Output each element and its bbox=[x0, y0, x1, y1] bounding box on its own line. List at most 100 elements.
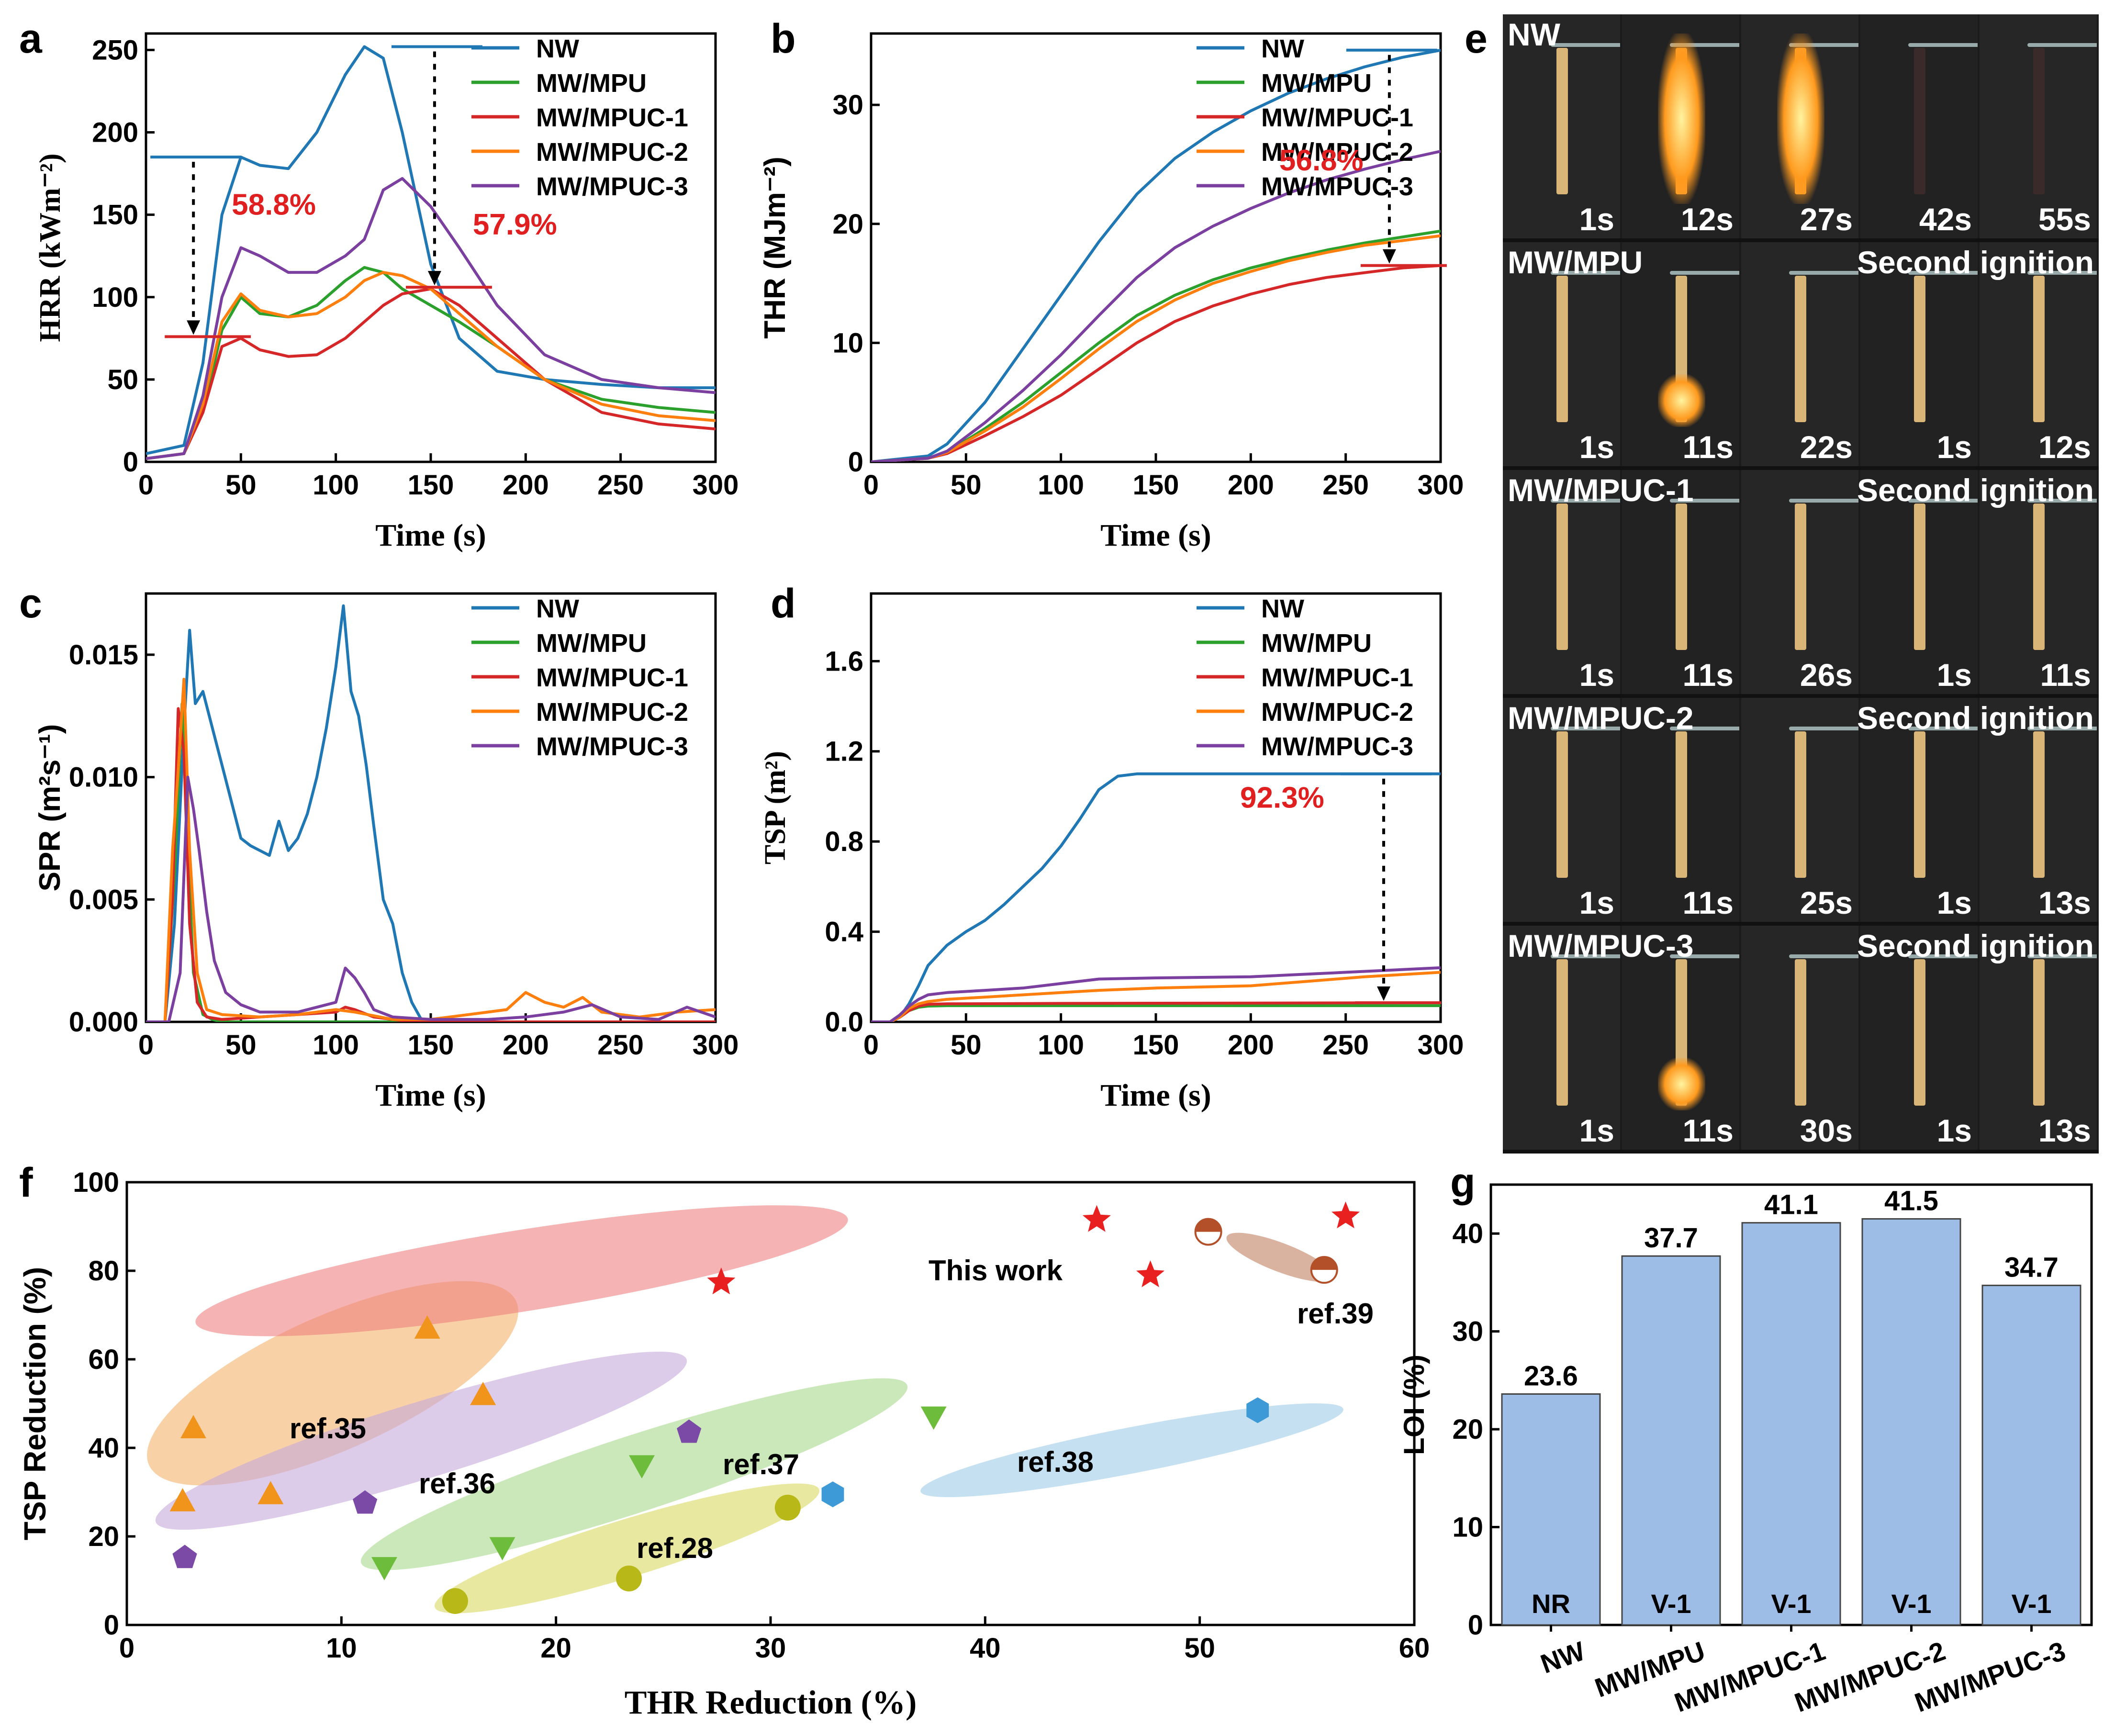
y-tick-label: 0 bbox=[104, 1610, 119, 1641]
group-ellipse bbox=[195, 1205, 848, 1336]
specimen-strip bbox=[1556, 959, 1568, 1106]
photo-frame: 11s bbox=[1980, 470, 2097, 694]
photo-frame: 22s bbox=[1741, 242, 1858, 466]
legend-label: MW/MPUC-1 bbox=[1261, 663, 1413, 692]
photo-row-label: MW/MPUC-2 bbox=[1508, 700, 1694, 736]
legend-label: MW/MPUC-3 bbox=[536, 732, 688, 761]
clamp-bar bbox=[1669, 727, 1739, 730]
photo-row: 1s 11s 30s 1s 13s MW/MPUC-3 Second ignition bbox=[1503, 926, 2099, 1150]
y-tick-label: 20 bbox=[1452, 1414, 1483, 1445]
y-tick-label: 100 bbox=[73, 1167, 119, 1198]
legend-label: NW bbox=[536, 594, 579, 623]
panel-label-d: d bbox=[771, 581, 796, 627]
panel-label-g: g bbox=[1450, 1160, 1476, 1206]
group-label: ref.39 bbox=[1297, 1298, 1374, 1330]
chart-thr: 0 50 100 150 200 250 300 0 10 20 30 Time (s) THR (MJ… bbox=[759, 32, 1464, 553]
x-tick-label: 150 bbox=[408, 470, 454, 501]
photo-frame: 30s bbox=[1741, 926, 1858, 1150]
photo-time-label: 11s bbox=[2040, 657, 2091, 693]
data-point-triangle bbox=[169, 1488, 196, 1512]
photo-frame: 12s bbox=[1980, 242, 2097, 466]
bar-value-label: 41.5 bbox=[1884, 1186, 1938, 1217]
clamp-bar bbox=[2027, 271, 2097, 275]
x-tick-label: 200 bbox=[1228, 1030, 1274, 1061]
photo-frame: 1s bbox=[1503, 470, 1620, 694]
y-tick-label: 250 bbox=[92, 34, 138, 66]
photo-time-label: 1s bbox=[1936, 885, 1972, 920]
photo-row-label: MW/MPUC-3 bbox=[1508, 928, 1694, 963]
y-tick-label: 20 bbox=[832, 209, 863, 240]
annotation-arrowhead bbox=[1382, 249, 1396, 264]
x-tick-label: 0 bbox=[138, 470, 154, 501]
x-axis-label: Time (s) bbox=[1100, 1078, 1211, 1113]
y-tick-label: 1.2 bbox=[825, 736, 863, 767]
photo-frame: 1s bbox=[1860, 242, 1978, 466]
specimen-strip bbox=[2033, 276, 2045, 422]
legend-label: MW/MPU bbox=[1261, 629, 1372, 658]
group-label: ref.36 bbox=[419, 1467, 495, 1500]
series-line-mw-mpuc-3 bbox=[871, 150, 1441, 462]
bar-value-label: 23.6 bbox=[1524, 1361, 1578, 1392]
photo-time-label: 11s bbox=[1682, 1113, 1734, 1148]
x-tick-label: 0 bbox=[863, 1030, 879, 1061]
data-point-circle bbox=[442, 1588, 468, 1614]
photo-time-label: 1s bbox=[1579, 1113, 1614, 1148]
y-axis-label: LOI (%) bbox=[1398, 1355, 1430, 1455]
photo-row-label: NW bbox=[1508, 17, 1560, 52]
data-point-star bbox=[707, 1267, 736, 1295]
data-point-hexagon bbox=[821, 1481, 844, 1508]
photo-row: 1s 11s 26s 1s 11s MW/MPUC-1 Second ignition bbox=[1503, 470, 2099, 694]
group-ellipse bbox=[434, 1483, 820, 1613]
panel-label-a: a bbox=[19, 16, 43, 62]
annotation-arrowhead bbox=[187, 320, 201, 335]
clamp-bar bbox=[1550, 43, 1620, 47]
specimen-strip bbox=[2033, 731, 2045, 878]
second-ignition-label: Second ignition bbox=[1857, 245, 2094, 280]
photo-time-label: 11s bbox=[1682, 429, 1734, 465]
plot-frame bbox=[145, 592, 717, 1023]
bar-rating-label: V-1 bbox=[1891, 1589, 1931, 1619]
group-label: ref.37 bbox=[723, 1448, 799, 1480]
panel-label-e: e bbox=[1465, 16, 1488, 62]
y-tick-label: 150 bbox=[92, 200, 138, 231]
data-point-half-circle-fill bbox=[1195, 1219, 1221, 1232]
specimen-strip bbox=[1914, 959, 1926, 1106]
y-tick-label: 0 bbox=[123, 447, 138, 478]
x-axis-label: Time (s) bbox=[1100, 518, 1211, 553]
series-line-mw-mpuc-1 bbox=[871, 264, 1441, 462]
panel-label-c: c bbox=[19, 581, 42, 627]
clamp-bar bbox=[1908, 954, 1978, 958]
x-tick-label: 50 bbox=[951, 1030, 982, 1061]
second-ignition-label: Second ignition bbox=[1857, 928, 2094, 963]
y-tick-label: 0 bbox=[848, 447, 863, 478]
specimen-strip bbox=[1914, 504, 1926, 650]
chart-reduction-scatter: 0 10 20 30 40 50 60 0 20 40 60 80 100 THR Reduction (… bbox=[18, 1167, 1430, 1721]
photo-time-label: 27s bbox=[1800, 202, 1853, 237]
series-line-mw-mpuc-3 bbox=[146, 177, 716, 460]
y-axis-label: SPR (m²s⁻¹) bbox=[34, 724, 67, 892]
flame bbox=[1657, 374, 1706, 427]
clamp-bar bbox=[2027, 499, 2097, 503]
photo-frame: 13s bbox=[1980, 926, 2097, 1150]
photo-frame: 11s bbox=[1622, 926, 1739, 1150]
y-tick-label: 40 bbox=[1452, 1218, 1483, 1249]
series-line-mw-mpu bbox=[146, 266, 716, 460]
legend-label: MW/MPUC-2 bbox=[1261, 698, 1413, 727]
x-tick-label: 200 bbox=[503, 470, 549, 501]
photo-time-label: 26s bbox=[1800, 657, 1853, 693]
photo-time-label: 30s bbox=[1800, 1113, 1853, 1148]
photo-frame: 1s bbox=[1503, 14, 1620, 238]
clamp-bar bbox=[1789, 499, 1858, 503]
bar bbox=[1741, 1222, 1841, 1626]
clamp-bar bbox=[1908, 271, 1978, 275]
x-category-label: NW bbox=[1536, 1635, 1589, 1679]
data-point-triangle bbox=[470, 1382, 496, 1405]
y-tick-label: 0.8 bbox=[825, 826, 863, 857]
photo-frame: 11s bbox=[1622, 470, 1739, 694]
data-point-half-circle-fill bbox=[1311, 1257, 1337, 1270]
legend-label: MW/MPU bbox=[1261, 69, 1372, 98]
photo-row: 1s 11s 25s 1s 13s MW/MPUC-2 Second ignition bbox=[1503, 698, 2099, 922]
specimen-strip bbox=[1795, 731, 1807, 878]
photo-frame: 1s bbox=[1860, 698, 1978, 922]
y-tick-label: 20 bbox=[88, 1521, 119, 1552]
